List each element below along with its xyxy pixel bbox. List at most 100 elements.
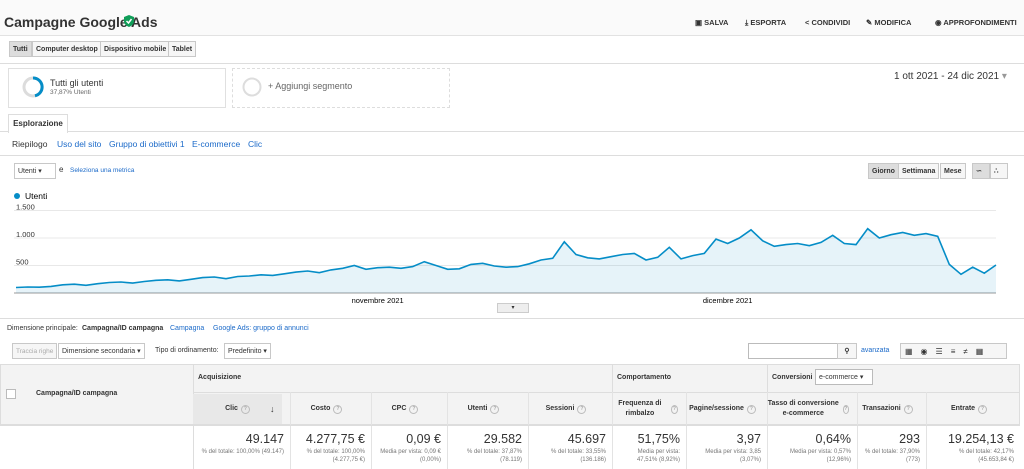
sort-select-text: Predefinito: [228, 348, 262, 355]
edit-button[interactable]: ✎ MODIFICA: [866, 18, 912, 27]
column-divider: [686, 392, 687, 469]
x-tick-label: dicembre 2021: [703, 296, 753, 305]
verified-icon: [124, 15, 134, 27]
column-header[interactable]: Costo?: [290, 394, 363, 424]
share-button[interactable]: < CONDIVIDI: [805, 18, 851, 27]
group-header: Conversioni: [772, 374, 813, 381]
device-tab[interactable]: Tutti: [9, 41, 32, 57]
granularity-button[interactable]: Giorno: [868, 163, 899, 179]
column-header[interactable]: CPC?: [371, 394, 439, 424]
subtab[interactable]: Gruppo di obiettivi 1: [109, 139, 185, 149]
plot-rows-button[interactable]: Traccia righe: [12, 343, 58, 359]
total-sub: % del totale: 42,17% (45.653,84 €): [958, 449, 1014, 463]
column-header[interactable]: Transazioni?: [857, 394, 918, 424]
column-header[interactable]: Utenti?: [447, 394, 520, 424]
column-divider: [447, 392, 448, 469]
insights-button[interactable]: ◉ APPROFONDIMENTI: [935, 18, 1017, 27]
column-header-text: CPC: [391, 405, 407, 412]
metric-select-text: Utenti: [18, 168, 37, 175]
column-header[interactable]: Clic?: [193, 394, 282, 424]
select-metric[interactable]: Seleziona una metrica: [70, 167, 135, 174]
chart-resize-handle[interactable]: ▾: [497, 303, 529, 313]
column-divider: [371, 392, 372, 469]
subtab[interactable]: E-commerce: [192, 139, 241, 149]
secondary-dimension[interactable]: Dimensione secondaria ▾: [58, 343, 145, 359]
segment-card[interactable]: [8, 68, 226, 108]
action-label: APPROFONDIMENTI: [943, 18, 1017, 27]
export-button[interactable]: ⤓ ESPORTA: [745, 18, 787, 27]
advanced-link[interactable]: avanzata: [861, 347, 890, 354]
total-sub: Media per vista: 3,85 (3,07%): [705, 449, 761, 463]
report-title: Campagne Google Ads: [4, 14, 158, 30]
total-sub: Media per vista: 47,51% (8,92%): [636, 449, 680, 463]
total-value: 3,97: [736, 432, 761, 446]
header-bar: [0, 0, 1024, 36]
total-sub: % del totale: 100,00% (49.147): [201, 449, 284, 455]
group-header: Comportamento: [617, 374, 672, 381]
date-range-text: 1 ott 2021 - 24 dic 2021: [894, 71, 1000, 82]
dimension-option[interactable]: Campagna/ID campagna: [82, 325, 164, 332]
view-toggles[interactable]: ▦◉☰≡≠▦: [900, 343, 1007, 359]
line-chart-toggle[interactable]: ∽: [972, 163, 990, 179]
table-header-bg: [0, 364, 1020, 425]
column-header[interactable]: Sessioni?: [528, 394, 604, 424]
device-tab[interactable]: Dispositivo mobile: [100, 41, 171, 57]
device-tab[interactable]: Tablet: [168, 41, 197, 57]
help-icon[interactable]: ?: [577, 404, 587, 414]
subtab[interactable]: Riepilogo: [12, 139, 48, 149]
secondary-dimension-text: Dimensione secondaria: [62, 348, 136, 355]
total-value: 19.254,13 €: [947, 432, 1014, 446]
granularity-button[interactable]: Settimana: [898, 163, 940, 179]
add-segment[interactable]: [232, 68, 450, 108]
dimension-label: Dimensione principale:: [7, 325, 78, 332]
device-tab[interactable]: Computer desktop: [32, 41, 102, 57]
dimension-option[interactable]: Google Ads: gruppo di annunci: [213, 325, 309, 332]
help-icon[interactable]: ?: [978, 404, 988, 414]
help-icon[interactable]: ?: [746, 404, 756, 414]
column-divider: [528, 392, 529, 469]
explorer-tab[interactable]: Esplorazione: [8, 114, 68, 133]
conversion-select[interactable]: e-commerce ▾: [815, 369, 873, 385]
save-button[interactable]: ▣ SALVA: [695, 18, 729, 27]
action-label: SALVA: [704, 18, 729, 27]
column-header[interactable]: Entrate?: [926, 394, 1012, 424]
subtab[interactable]: Clic: [248, 139, 263, 149]
total-value: 49.147: [245, 432, 284, 446]
date-range[interactable]: 1 ott 2021 - 24 dic 2021 ▾: [894, 71, 1007, 82]
granularity-button[interactable]: Mese: [940, 163, 966, 179]
column-header-text: Frequenza di rimbalzo: [618, 400, 662, 417]
column-header-text: Sessioni: [545, 405, 575, 412]
total-sub: Media per vista: 0,09 € (0,00%): [380, 449, 441, 463]
column-divider: [612, 392, 613, 469]
motion-chart-toggle[interactable]: ∴: [990, 163, 1008, 179]
help-icon[interactable]: ?: [903, 404, 913, 414]
help-icon[interactable]: ?: [240, 404, 250, 414]
total-sub: % del totale: 37,90% (773): [864, 449, 920, 463]
subtab[interactable]: Uso del sito: [57, 139, 102, 149]
y-tick-label: 1.500: [16, 203, 35, 212]
help-icon[interactable]: ?: [670, 404, 678, 414]
column-header[interactable]: Tasso di conversione e-commerce?: [767, 394, 849, 424]
column-divider: [767, 392, 768, 469]
search-button[interactable]: ⚲: [837, 343, 857, 359]
y-tick-label: 500: [16, 258, 29, 267]
segment-share: 37,87% Utenti: [50, 89, 91, 96]
help-icon[interactable]: ?: [333, 404, 343, 414]
dimension-option[interactable]: Campagna: [170, 325, 205, 332]
action-label: CONDIVIDI: [811, 18, 851, 27]
column-header-text: Utenti: [467, 405, 488, 412]
help-icon[interactable]: ?: [490, 404, 500, 414]
group-divider: [767, 364, 768, 392]
total-value: 29.582: [483, 432, 522, 446]
divider: [0, 155, 1024, 156]
search-box[interactable]: [748, 343, 839, 359]
column-header[interactable]: Frequenza di rimbalzo?: [612, 394, 678, 424]
help-icon[interactable]: ?: [409, 404, 419, 414]
column-header[interactable]: Pagine/sessione?: [686, 394, 759, 424]
help-icon[interactable]: ?: [842, 404, 849, 414]
total-value: 0,64%: [815, 432, 851, 446]
metric-select[interactable]: Utenti ▾: [14, 163, 56, 179]
group-header: Acquisizione: [198, 374, 242, 381]
sort-select[interactable]: Predefinito ▾: [224, 343, 271, 359]
